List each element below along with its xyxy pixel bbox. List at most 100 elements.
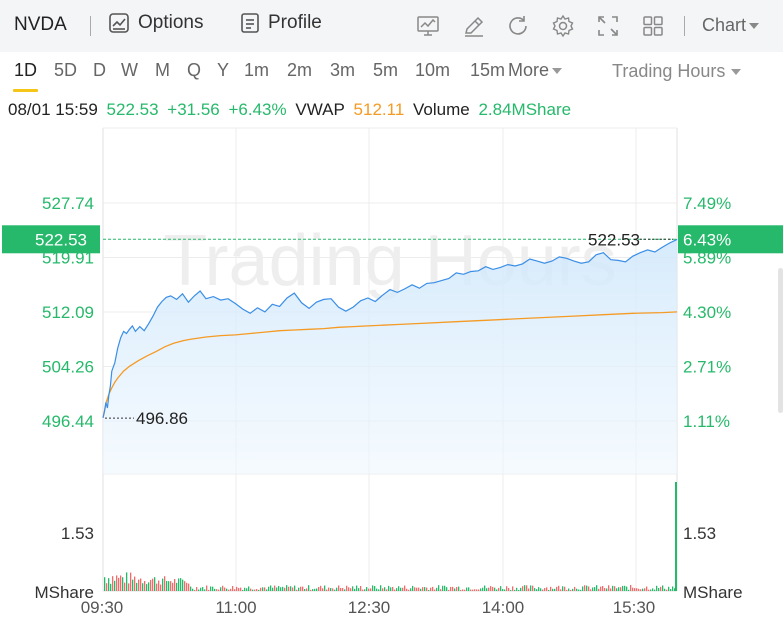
- period-5d[interactable]: 5D: [54, 60, 78, 80]
- price-area-fill: [103, 239, 677, 474]
- price-tick-label: 519.91: [42, 249, 94, 268]
- period-10m[interactable]: 10m: [415, 60, 451, 80]
- quote-info-line: 08/01 15:59 522.53 +31.56 +6.43% VWAP 51…: [8, 100, 575, 120]
- pct-tick-label: 7.49%: [683, 194, 731, 213]
- volume-bar: [470, 589, 472, 591]
- volume-unit-left: MShare: [34, 583, 94, 602]
- pct-tick-label: 5.89%: [683, 249, 731, 268]
- period-month[interactable]: M: [155, 60, 170, 80]
- profile-icon: [241, 13, 259, 33]
- volume-bar: [352, 586, 354, 591]
- volume-bar: [126, 572, 128, 591]
- volume-bar: [444, 585, 446, 591]
- volume-bar: [396, 588, 398, 591]
- fullscreen-icon[interactable]: [596, 14, 620, 38]
- volume-bar: [502, 588, 504, 591]
- pct-tick-label: 2.71%: [683, 358, 731, 377]
- more-periods-dropdown[interactable]: 15m More: [470, 60, 563, 81]
- chart-type-dropdown[interactable]: Chart: [702, 15, 760, 36]
- volume-bar: [504, 589, 506, 591]
- period-1d[interactable]: 1D: [12, 60, 39, 92]
- options-button[interactable]: Options: [108, 12, 203, 34]
- volume-bar: [486, 588, 488, 591]
- time-tick-label: 14:00: [482, 598, 525, 617]
- volume-bar: [306, 588, 308, 591]
- volume-bar: [580, 589, 582, 591]
- volume-bar: [294, 585, 296, 591]
- volume-bar: [568, 588, 570, 591]
- volume-bar: [140, 578, 142, 591]
- volume-bar: [112, 576, 114, 591]
- refresh-icon[interactable]: [506, 14, 530, 38]
- session-dropdown[interactable]: Trading Hours: [612, 61, 742, 82]
- volume-bar: [130, 572, 132, 591]
- volume-bar: [674, 588, 676, 591]
- period-15m-label: 15m: [470, 60, 506, 80]
- period-day[interactable]: D: [93, 60, 106, 80]
- volume-bar: [338, 585, 340, 591]
- volume-bar: [514, 589, 516, 591]
- volume-bar: [364, 589, 366, 591]
- volume-bar-close: [675, 482, 677, 591]
- volume-bar: [608, 585, 610, 591]
- volume-bar: [236, 586, 238, 591]
- divider: [90, 16, 91, 36]
- volume-bar: [668, 586, 670, 591]
- period-year[interactable]: Y: [217, 60, 230, 80]
- volume-bar: [262, 587, 264, 591]
- options-icon: [109, 13, 129, 33]
- volume-bar: [556, 586, 558, 591]
- volume-tick-left: 1.53: [61, 524, 94, 543]
- volume-bar: [564, 586, 566, 591]
- volume-bar: [274, 585, 276, 591]
- settings-gear-icon[interactable]: [551, 14, 575, 38]
- layout-grid-icon[interactable]: [641, 14, 665, 38]
- volume-bar: [654, 589, 656, 591]
- volume-bar: [542, 589, 544, 591]
- volume-bar: [266, 589, 268, 591]
- quote-price: 522.53: [106, 100, 159, 119]
- period-3m[interactable]: 3m: [330, 60, 356, 80]
- volume-bar: [604, 588, 606, 591]
- volume-bar: [516, 587, 518, 591]
- indicator-icon[interactable]: [416, 14, 440, 38]
- volume-bar: [572, 588, 574, 591]
- volume-bar: [324, 585, 326, 591]
- volume-bar: [636, 588, 638, 591]
- time-tick-label: 11:00: [215, 598, 256, 617]
- volume-bar: [392, 586, 394, 591]
- volume-bar: [394, 589, 396, 591]
- volume-bar: [114, 580, 116, 591]
- volume-bar: [270, 585, 272, 591]
- volume-bar: [456, 587, 458, 591]
- volume-bar: [458, 586, 460, 591]
- draw-pen-icon[interactable]: [462, 14, 486, 38]
- volume-bar: [356, 585, 358, 591]
- profile-button[interactable]: Profile: [240, 12, 322, 34]
- volume-bar: [606, 588, 608, 591]
- volume-bar: [584, 585, 586, 591]
- volume-bar: [448, 589, 450, 591]
- period-1m[interactable]: 1m: [244, 60, 270, 80]
- volume-bar: [550, 586, 552, 591]
- volume-bar: [498, 587, 500, 591]
- chart-type-label: Chart: [702, 15, 747, 35]
- volume-bar: [662, 585, 664, 591]
- options-label: Options: [138, 12, 204, 33]
- volume-bar: [414, 587, 416, 591]
- volume-bar: [300, 586, 302, 591]
- volume-bar: [246, 588, 248, 591]
- volume-bar: [614, 586, 616, 591]
- period-5m[interactable]: 5m: [373, 60, 399, 80]
- volume-bar: [522, 586, 524, 591]
- price-tick-label: 512.09: [42, 303, 94, 322]
- caret-down-icon: [749, 22, 760, 29]
- period-quarter[interactable]: Q: [187, 60, 202, 80]
- period-2m[interactable]: 2m: [287, 60, 313, 80]
- volume-bar: [634, 588, 636, 591]
- scrollbar[interactable]: [778, 268, 783, 413]
- volume-bar: [360, 585, 362, 591]
- period-week[interactable]: W: [121, 60, 138, 80]
- volume-bar: [176, 582, 178, 591]
